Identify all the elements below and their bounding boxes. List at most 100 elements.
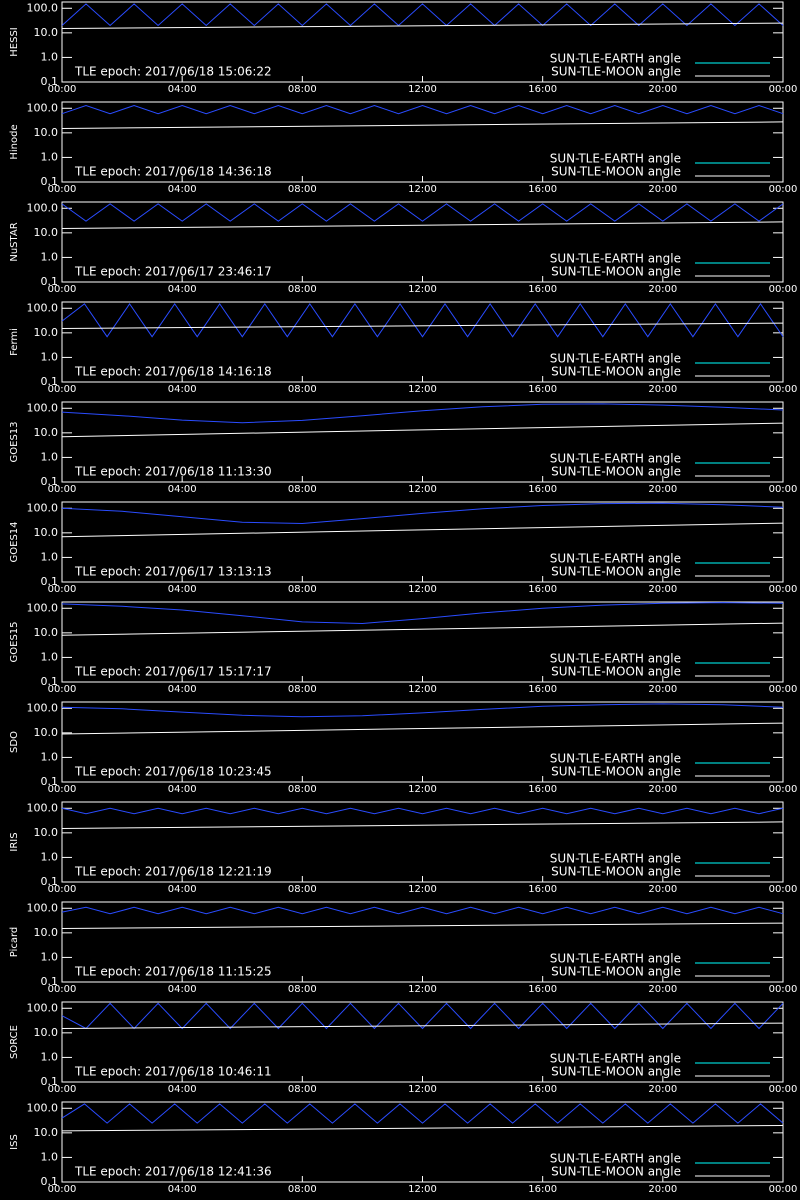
x-tick-label: 12:00 bbox=[408, 384, 437, 395]
x-tick-label: 00:00 bbox=[769, 484, 798, 495]
series-line bbox=[61, 322, 784, 329]
y-axis-label: SORCE bbox=[9, 1025, 20, 1059]
y-tick-label: 0.1 bbox=[41, 1075, 59, 1088]
x-tick-label: 16:00 bbox=[528, 84, 557, 95]
y-tick-label: 100.0 bbox=[27, 901, 59, 914]
x-tick-label: 12:00 bbox=[408, 784, 437, 795]
x-tick-label: 00:00 bbox=[769, 784, 798, 795]
legend-label: SUN-TLE-EARTH angle bbox=[550, 52, 681, 66]
x-tick-label: 12:00 bbox=[408, 84, 437, 95]
x-tick-label: 00:00 bbox=[48, 184, 77, 195]
x-tick-label: 00:00 bbox=[48, 1084, 77, 1095]
x-tick-label: 08:00 bbox=[288, 384, 317, 395]
x-tick-label: 00:00 bbox=[48, 284, 77, 295]
annotation: TLE epoch: 2017/06/18 14:36:18 bbox=[74, 165, 272, 179]
legend-label: SUN-TLE-EARTH angle bbox=[550, 1152, 681, 1166]
x-tick-label: 20:00 bbox=[648, 784, 677, 795]
series-line bbox=[61, 703, 784, 718]
x-tick-label: 08:00 bbox=[288, 184, 317, 195]
series-line bbox=[61, 403, 784, 424]
series-line bbox=[61, 422, 784, 438]
legend-label: SUN-TLE-EARTH angle bbox=[550, 352, 681, 366]
series-line bbox=[61, 906, 784, 915]
y-tick-label: 100.0 bbox=[27, 1001, 59, 1014]
x-tick-label: 20:00 bbox=[648, 184, 677, 195]
legend-label: SUN-TLE-MOON angle bbox=[551, 465, 681, 479]
y-tick-label: 100.0 bbox=[27, 1101, 59, 1114]
annotation: TLE epoch: 2017/06/18 11:15:25 bbox=[74, 965, 272, 979]
x-tick-label: 08:00 bbox=[288, 884, 317, 895]
y-tick-label: 0.1 bbox=[41, 75, 59, 88]
x-tick-label: 00:00 bbox=[48, 84, 77, 95]
x-tick-label: 00:00 bbox=[769, 584, 798, 595]
x-tick-label: 16:00 bbox=[528, 784, 557, 795]
x-tick-label: 08:00 bbox=[288, 284, 317, 295]
x-tick-label: 20:00 bbox=[648, 384, 677, 395]
legend-label: SUN-TLE-EARTH angle bbox=[550, 952, 681, 966]
y-axis-label: IRIS bbox=[9, 832, 20, 851]
x-tick-label: 00:00 bbox=[769, 984, 798, 995]
y-axis-label: SDO bbox=[9, 731, 20, 753]
series-line bbox=[61, 3, 784, 27]
x-tick-label: 20:00 bbox=[648, 1184, 677, 1195]
y-tick-label: 1.0 bbox=[41, 950, 59, 963]
y-tick-label: 100.0 bbox=[27, 101, 59, 114]
annotation: TLE epoch: 2017/06/17 13:13:13 bbox=[74, 565, 272, 579]
x-tick-label: 12:00 bbox=[408, 884, 437, 895]
y-tick-label: 1.0 bbox=[41, 1150, 59, 1163]
y-axis-label: HESSI bbox=[9, 27, 20, 56]
x-tick-label: 16:00 bbox=[528, 1184, 557, 1195]
x-tick-label: 20:00 bbox=[648, 284, 677, 295]
x-tick-label: 00:00 bbox=[769, 684, 798, 695]
annotation: TLE epoch: 2017/06/18 15:06:22 bbox=[74, 65, 272, 79]
series-line bbox=[61, 1002, 784, 1030]
y-tick-label: 1.0 bbox=[41, 150, 59, 163]
y-axis-label: ISS bbox=[9, 1134, 20, 1150]
annotation: TLE epoch: 2017/06/18 14:16:18 bbox=[74, 365, 272, 379]
series-line bbox=[61, 221, 784, 229]
x-tick-label: 00:00 bbox=[769, 184, 798, 195]
x-tick-label: 04:00 bbox=[168, 884, 197, 895]
legend-label: SUN-TLE-MOON angle bbox=[551, 265, 681, 279]
series-line bbox=[61, 922, 784, 929]
y-tick-label: 10.0 bbox=[34, 126, 59, 139]
x-tick-label: 16:00 bbox=[528, 284, 557, 295]
x-tick-label: 04:00 bbox=[168, 584, 197, 595]
x-tick-label: 12:00 bbox=[408, 584, 437, 595]
x-tick-label: 12:00 bbox=[408, 284, 437, 295]
x-tick-label: 08:00 bbox=[288, 984, 317, 995]
x-tick-label: 12:00 bbox=[408, 184, 437, 195]
x-tick-label: 12:00 bbox=[408, 984, 437, 995]
x-tick-label: 00:00 bbox=[48, 584, 77, 595]
annotation: TLE epoch: 2017/06/18 10:23:45 bbox=[74, 765, 272, 779]
y-axis-label: GOES15 bbox=[9, 621, 20, 662]
x-tick-label: 12:00 bbox=[408, 1184, 437, 1195]
legend-label: SUN-TLE-MOON angle bbox=[551, 65, 681, 79]
y-tick-label: 100.0 bbox=[27, 301, 59, 314]
y-tick-label: 10.0 bbox=[34, 1126, 59, 1139]
x-tick-label: 00:00 bbox=[769, 284, 798, 295]
y-tick-label: 0.1 bbox=[41, 675, 59, 688]
legend-label: SUN-TLE-EARTH angle bbox=[550, 652, 681, 666]
y-tick-label: 10.0 bbox=[34, 926, 59, 939]
legend-label: SUN-TLE-EARTH angle bbox=[550, 452, 681, 466]
x-tick-label: 00:00 bbox=[769, 84, 798, 95]
y-tick-label: 1.0 bbox=[41, 650, 59, 663]
x-tick-label: 08:00 bbox=[288, 1184, 317, 1195]
x-tick-label: 08:00 bbox=[288, 1084, 317, 1095]
y-tick-label: 0.1 bbox=[41, 975, 59, 988]
y-tick-label: 100.0 bbox=[27, 401, 59, 414]
x-tick-label: 04:00 bbox=[168, 1084, 197, 1095]
y-tick-label: 10.0 bbox=[34, 26, 59, 39]
x-tick-label: 20:00 bbox=[648, 984, 677, 995]
series-line bbox=[61, 821, 784, 829]
x-tick-label: 00:00 bbox=[769, 884, 798, 895]
x-tick-label: 20:00 bbox=[648, 884, 677, 895]
x-tick-label: 00:00 bbox=[48, 684, 77, 695]
series-line bbox=[61, 22, 784, 29]
x-tick-label: 16:00 bbox=[528, 684, 557, 695]
x-tick-label: 08:00 bbox=[288, 684, 317, 695]
y-axis-label: GOES14 bbox=[9, 521, 20, 562]
y-tick-label: 10.0 bbox=[34, 426, 59, 439]
